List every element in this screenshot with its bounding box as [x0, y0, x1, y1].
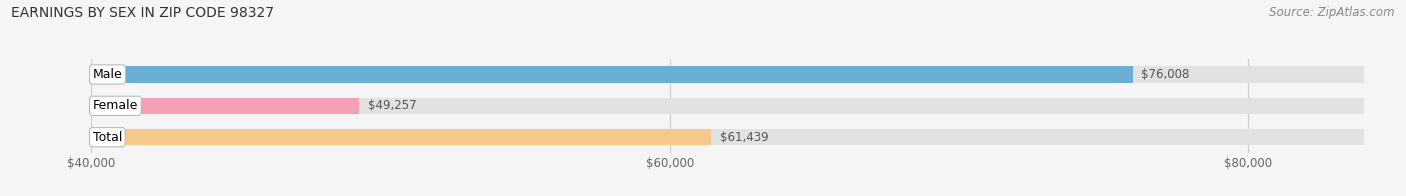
Text: Source: ZipAtlas.com: Source: ZipAtlas.com — [1270, 6, 1395, 19]
Bar — [91, 66, 1364, 83]
Text: Male: Male — [93, 68, 122, 81]
Bar — [91, 98, 359, 114]
Bar — [91, 129, 1364, 145]
Bar — [91, 98, 1364, 114]
Text: $61,439: $61,439 — [720, 131, 769, 144]
Text: $76,008: $76,008 — [1142, 68, 1189, 81]
Text: $49,257: $49,257 — [368, 99, 416, 112]
Text: EARNINGS BY SEX IN ZIP CODE 98327: EARNINGS BY SEX IN ZIP CODE 98327 — [11, 6, 274, 20]
Bar — [91, 66, 1133, 83]
Text: Female: Female — [93, 99, 138, 112]
Text: Total: Total — [93, 131, 122, 144]
Bar — [91, 129, 711, 145]
